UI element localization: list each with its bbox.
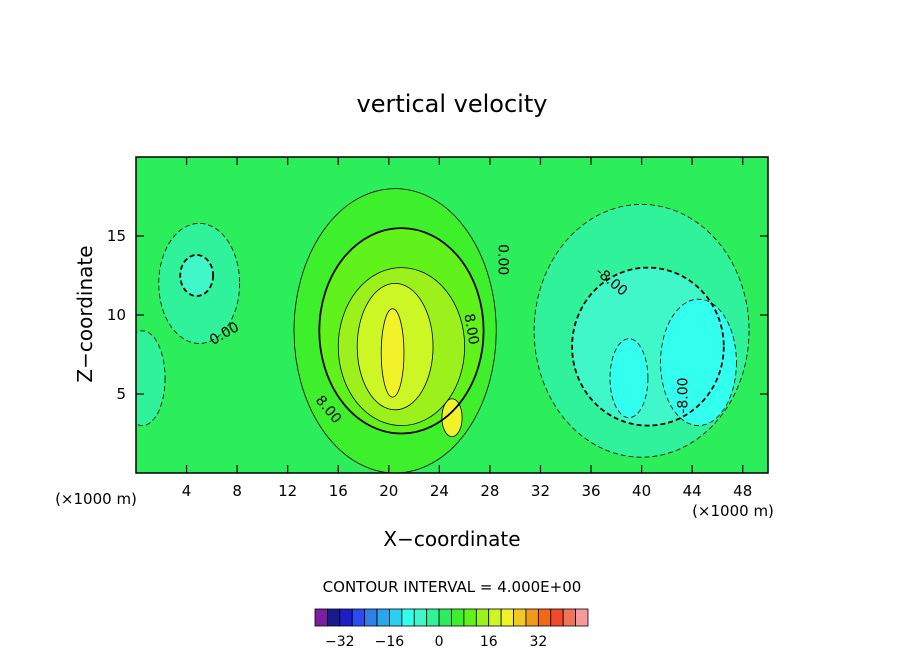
colorbar-swatch-16 — [513, 608, 527, 627]
contour-region-11 — [180, 254, 214, 297]
contour-line-1 — [318, 227, 485, 435]
contour-line-5 — [441, 398, 463, 438]
contour-line-10 — [158, 222, 241, 344]
colorbar-tick-label-0: −32 — [325, 634, 355, 650]
colorbar-swatch-3 — [351, 608, 366, 627]
colorbar-swatch-4 — [364, 608, 378, 627]
y-axis-label: Z−coordinate — [73, 245, 97, 382]
colorbar-swatch-11 — [451, 608, 465, 627]
colorbar-swatch-10 — [438, 608, 452, 627]
contour-label-1: 0.00 — [495, 244, 511, 275]
colorbar-tick-label-2: 0 — [435, 634, 444, 650]
contour-line-2 — [337, 267, 466, 427]
contour-line-3 — [356, 282, 434, 411]
colorbar: −32 −16 0 16 32 — [314, 608, 589, 650]
contour-lines — [136, 188, 750, 473]
contour-field — [136, 157, 768, 473]
x-axis-label: X−coordinate — [383, 527, 520, 551]
x-tick-label-0: 4 — [182, 482, 192, 500]
y-axis-ticks: 5 10 15 — [107, 227, 768, 403]
contour-region-9 — [610, 338, 648, 418]
contour-region-4 — [381, 308, 404, 398]
colorbar-swatch-18 — [537, 608, 552, 627]
x-unit-right: (×1000 m) — [692, 502, 774, 520]
chart-title: vertical velocity — [357, 90, 548, 118]
x-tick-label-11: 48 — [733, 482, 752, 500]
colorbar-swatch-21 — [575, 608, 589, 627]
colorbar-swatch-1 — [327, 608, 341, 627]
x-tick-label-6: 28 — [480, 482, 499, 500]
colorbar-swatch-14 — [488, 608, 502, 627]
x-tick-label-10: 44 — [683, 482, 702, 500]
colorbar-swatch-20 — [562, 608, 576, 627]
contour-line-9 — [609, 338, 649, 419]
colorbar-tick-label-3: 16 — [480, 634, 498, 650]
x-tick-label-5: 24 — [430, 482, 449, 500]
colorbar-swatch-8 — [413, 608, 428, 627]
contour-label-2: 8.00 — [460, 312, 481, 345]
contour-region-12 — [136, 330, 166, 426]
colorbar-swatch-7 — [401, 608, 415, 627]
contour-line-6 — [533, 203, 750, 458]
colorbar-swatch-5 — [376, 608, 390, 627]
colorbar-swatch-2 — [339, 608, 353, 627]
colorbar-swatch-6 — [389, 608, 403, 627]
colorbar-swatch-0 — [314, 608, 328, 627]
colorbar-swatch-12 — [463, 608, 477, 627]
contour-line-7 — [571, 266, 725, 427]
y-tick-label-0: 5 — [116, 385, 126, 403]
y-tick-label-2: 15 — [107, 227, 126, 245]
contour-interval-text: CONTOUR INTERVAL = 4.000E+00 — [323, 578, 582, 596]
colorbar-tick-label-1: −16 — [375, 634, 405, 650]
x-axis-ticks: 4 8 12 16 20 24 28 32 36 40 44 48 — [182, 157, 752, 500]
contour-line-8 — [660, 298, 737, 426]
x-tick-label-8: 36 — [581, 482, 600, 500]
contour-region-8 — [660, 299, 737, 426]
colorbar-tick-label-4: 32 — [529, 634, 547, 650]
colorbar-swatch-9 — [426, 608, 440, 627]
x-tick-label-1: 8 — [232, 482, 242, 500]
colorbar-swatch-13 — [475, 608, 490, 627]
x-unit-left: (×1000 m) — [55, 490, 137, 508]
y-tick-label-1: 10 — [107, 306, 126, 324]
colorbar-swatch-15 — [500, 608, 514, 627]
colorbar-swatch-19 — [550, 608, 564, 627]
x-tick-label-7: 32 — [531, 482, 550, 500]
contour-line-4 — [380, 308, 405, 398]
contour-label-5: -8.00 — [675, 377, 691, 413]
contour-line-11 — [179, 254, 215, 297]
x-tick-label-3: 16 — [329, 482, 348, 500]
x-tick-label-9: 40 — [632, 482, 651, 500]
x-tick-label-2: 12 — [278, 482, 297, 500]
contour-region-5 — [441, 398, 463, 437]
colorbar-swatch-17 — [525, 608, 539, 627]
x-tick-label-4: 20 — [379, 482, 398, 500]
contour-line-12 — [136, 330, 166, 426]
